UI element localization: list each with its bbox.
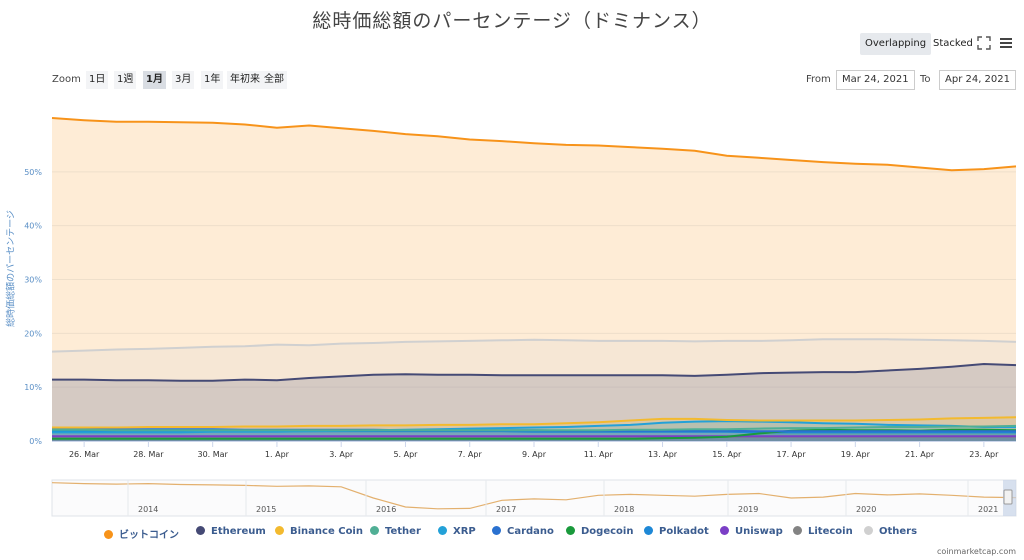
legend-item--[interactable]: ビットコイン xyxy=(104,526,179,541)
series-area-binance-coin xyxy=(52,417,1016,441)
series-line-tether xyxy=(52,424,1017,432)
navigator-frame xyxy=(51,479,1017,517)
legend-item-others[interactable]: Others xyxy=(864,526,917,537)
to-date-input[interactable]: Apr 24, 2021 xyxy=(939,70,1017,90)
fullscreen-icon[interactable] xyxy=(976,36,992,52)
x-tick-label: 26. Mar xyxy=(69,450,100,459)
legend-label: Tether xyxy=(385,526,421,537)
legend-marker xyxy=(566,526,575,535)
x-tick-label: 15. Apr xyxy=(712,450,742,459)
menu-icon[interactable] xyxy=(998,36,1014,52)
legend-item-ethereum[interactable]: Ethereum xyxy=(196,526,266,537)
legend-marker xyxy=(720,526,729,535)
x-tick-label: 21. Apr xyxy=(905,450,935,459)
x-tick-label: 11. Apr xyxy=(584,450,614,459)
legend-item-uniswap[interactable]: Uniswap xyxy=(720,526,783,537)
y-tick-label: 10% xyxy=(24,383,42,392)
y-tick-label: 40% xyxy=(24,222,42,231)
legend-marker xyxy=(275,526,284,535)
dominance-chart: 0% 10% 20% 30% 40% 50% 26. Mar 28. Mar 30. Mar 1… xyxy=(24,117,1017,517)
y-tick-label: 0% xyxy=(29,437,42,446)
series-line-dogecoin xyxy=(52,428,1017,440)
legend-item-xrp[interactable]: XRP xyxy=(438,526,476,537)
navigator-year-label: 2020 xyxy=(856,505,876,514)
series-line-others xyxy=(51,338,1017,353)
legend-marker xyxy=(793,526,802,535)
y-tick-label: 50% xyxy=(24,168,42,177)
x-tick-label: 5. Apr xyxy=(393,450,418,459)
legend-label: Others xyxy=(879,526,918,537)
legend-item-dogecoin[interactable]: Dogecoin xyxy=(566,526,633,537)
x-tick-label: 17. Apr xyxy=(777,450,807,459)
legend-label: Ethereum xyxy=(211,526,266,537)
series-areas xyxy=(51,117,1017,441)
series-line-binance-coin xyxy=(52,416,1017,429)
x-axis: 26. Mar 28. Mar 30. Mar 1. Apr 3. Apr 5. Apr 7… xyxy=(52,441,1016,459)
legend-item-litecoin[interactable]: Litecoin xyxy=(793,526,853,537)
stacked-button[interactable]: Stacked xyxy=(933,38,973,49)
navigator-bitcoin-line xyxy=(51,482,1017,510)
legend-marker xyxy=(492,526,501,535)
navigator-handle[interactable] xyxy=(1003,489,1013,505)
legend-marker xyxy=(864,526,873,535)
from-date-input[interactable]: Mar 24, 2021 xyxy=(836,70,915,90)
from-label: From xyxy=(806,74,831,85)
legend-marker xyxy=(104,530,113,539)
zoom-ytd-button[interactable]: 年初来 xyxy=(227,71,263,89)
series-area-others xyxy=(52,339,1016,441)
credit-text: coinmarketcap.com xyxy=(937,547,1016,556)
legend-label: Dogecoin xyxy=(581,526,634,537)
legend-marker xyxy=(644,526,653,535)
x-tick-label: 19. Apr xyxy=(841,450,871,459)
zoom-1d-button[interactable]: 1日 xyxy=(86,71,109,89)
legend-marker xyxy=(438,526,447,535)
series-line-- xyxy=(51,117,1017,172)
legend-item-polkadot[interactable]: Polkadot xyxy=(644,526,709,537)
legend: ビットコイン Ethereum Binance Coin Tether XRP Carda… xyxy=(0,526,1024,542)
x-tick-label: 23. Apr xyxy=(969,450,999,459)
x-tick-label: 3. Apr xyxy=(329,450,354,459)
overlapping-button[interactable]: Overlapping xyxy=(860,33,932,55)
navigator-year-label: 2017 xyxy=(496,505,516,514)
legend-item-binance-coin[interactable]: Binance Coin xyxy=(275,526,363,537)
zoom-3m-button[interactable]: 3月 xyxy=(172,71,195,89)
x-tick-label: 1. Apr xyxy=(265,450,290,459)
chart-title: 総時価総額のパーセンテージ（ドミナンス） xyxy=(312,10,712,32)
to-label: To xyxy=(920,74,931,85)
navigator-year-label: 2016 xyxy=(376,505,396,514)
y-tick-label: 20% xyxy=(24,329,42,338)
legend-item-cardano[interactable]: Cardano xyxy=(492,526,554,537)
x-tick-label: 7. Apr xyxy=(458,450,483,459)
zoom-1y-button[interactable]: 1年 xyxy=(201,71,224,89)
legend-label: ビットコイン xyxy=(119,530,179,541)
navigator-year-label: 2014 xyxy=(138,505,158,514)
zoom-all-button[interactable]: 全部 xyxy=(261,71,287,89)
navigator-year-label: 2018 xyxy=(614,505,634,514)
legend-marker xyxy=(196,526,205,535)
navigator-year-label: 2021 xyxy=(978,505,998,514)
legend-label: XRP xyxy=(453,526,476,537)
zoom-1w-button[interactable]: 1週 xyxy=(114,71,137,89)
legend-label: Binance Coin xyxy=(290,526,363,537)
x-tick-label: 30. Mar xyxy=(197,450,228,459)
navigator-year-label: 2015 xyxy=(256,505,276,514)
x-tick-label: 13. Apr xyxy=(648,450,678,459)
zoom-1m-button[interactable]: 1月 xyxy=(143,71,166,89)
legend-label: Polkadot xyxy=(659,526,709,537)
legend-label: Litecoin xyxy=(808,526,853,537)
legend-item-tether[interactable]: Tether xyxy=(370,526,421,537)
zoom-label: Zoom xyxy=(52,74,81,85)
x-tick-label: 28. Mar xyxy=(133,450,164,459)
series-line-xrp xyxy=(52,420,1016,434)
x-tick-label: 9. Apr xyxy=(522,450,547,459)
y-axis: 0% 10% 20% 30% 40% 50% xyxy=(24,168,42,446)
series-area-- xyxy=(52,118,1016,441)
legend-marker xyxy=(370,526,379,535)
navigator: 2014 2015 2016 2017 2018 2019 2020 2021 xyxy=(51,479,1017,517)
legend-label: Cardano xyxy=(507,526,554,537)
y-tick-label: 30% xyxy=(24,276,42,285)
series-line-ethereum xyxy=(52,362,1017,382)
navigator-year-label: 2019 xyxy=(738,505,758,514)
legend-label: Uniswap xyxy=(735,526,783,537)
